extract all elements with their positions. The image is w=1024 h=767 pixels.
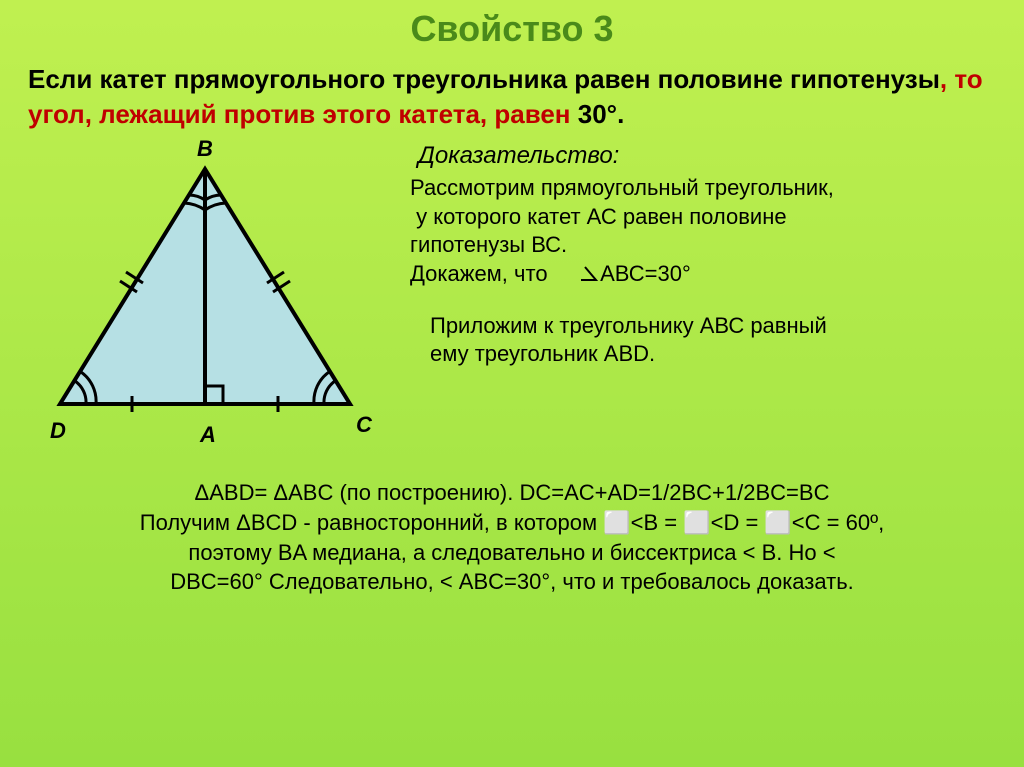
- theorem-text: Если катет прямоугольного треугольника р…: [0, 50, 1024, 134]
- proof-l2: у которого катет АС равен половине: [410, 203, 1004, 232]
- label-B: B: [197, 136, 213, 161]
- bottom-l2: Получим ΔBCD - равносторонний, в котором…: [40, 508, 984, 538]
- proof-l4b: АВС=30°: [600, 261, 691, 286]
- diagram-column: B D A C: [20, 134, 400, 464]
- bottom-l3: поэтому BA медиана, а следовательно и би…: [40, 538, 984, 568]
- theorem-p3: .: [617, 99, 624, 129]
- theorem-angle: 30°: [578, 99, 617, 129]
- triangle-diagram: B D A C: [20, 134, 390, 464]
- page-title: Свойство 3: [0, 0, 1024, 50]
- angle-icon: [578, 265, 600, 283]
- proof-column: Доказательство: Рассмотрим прямоугольный…: [400, 134, 1004, 464]
- label-A: A: [199, 422, 216, 447]
- proof-l4a: Докажем, что: [410, 261, 578, 286]
- proof-l5: Приложим к треугольнику АВС равный: [410, 311, 1004, 341]
- bottom-l4: DBC=60° Следовательно, < ABC=30°, что и …: [40, 567, 984, 597]
- proof-title: Доказательство:: [410, 142, 1004, 170]
- proof-l1: Рассмотрим прямоугольный треугольник,: [410, 174, 1004, 203]
- label-D: D: [50, 418, 66, 443]
- label-C: C: [356, 412, 373, 437]
- theorem-p1: Если катет прямоугольного треугольника р…: [28, 64, 940, 94]
- proof-l4: Докажем, что АВС=30°: [410, 260, 1004, 289]
- proof-l3: гипотенузы ВС.: [410, 231, 1004, 260]
- bottom-proof: ΔABD= ΔABC (по построению). DC=AC+AD=1/2…: [0, 464, 1024, 597]
- content-row: B D A C Доказательство: Рассмотрим прямо…: [0, 134, 1024, 464]
- proof-l6: ему треугольник АВD.: [410, 340, 1004, 369]
- bottom-l1: ΔABD= ΔABC (по построению). DC=AC+AD=1/2…: [40, 478, 984, 508]
